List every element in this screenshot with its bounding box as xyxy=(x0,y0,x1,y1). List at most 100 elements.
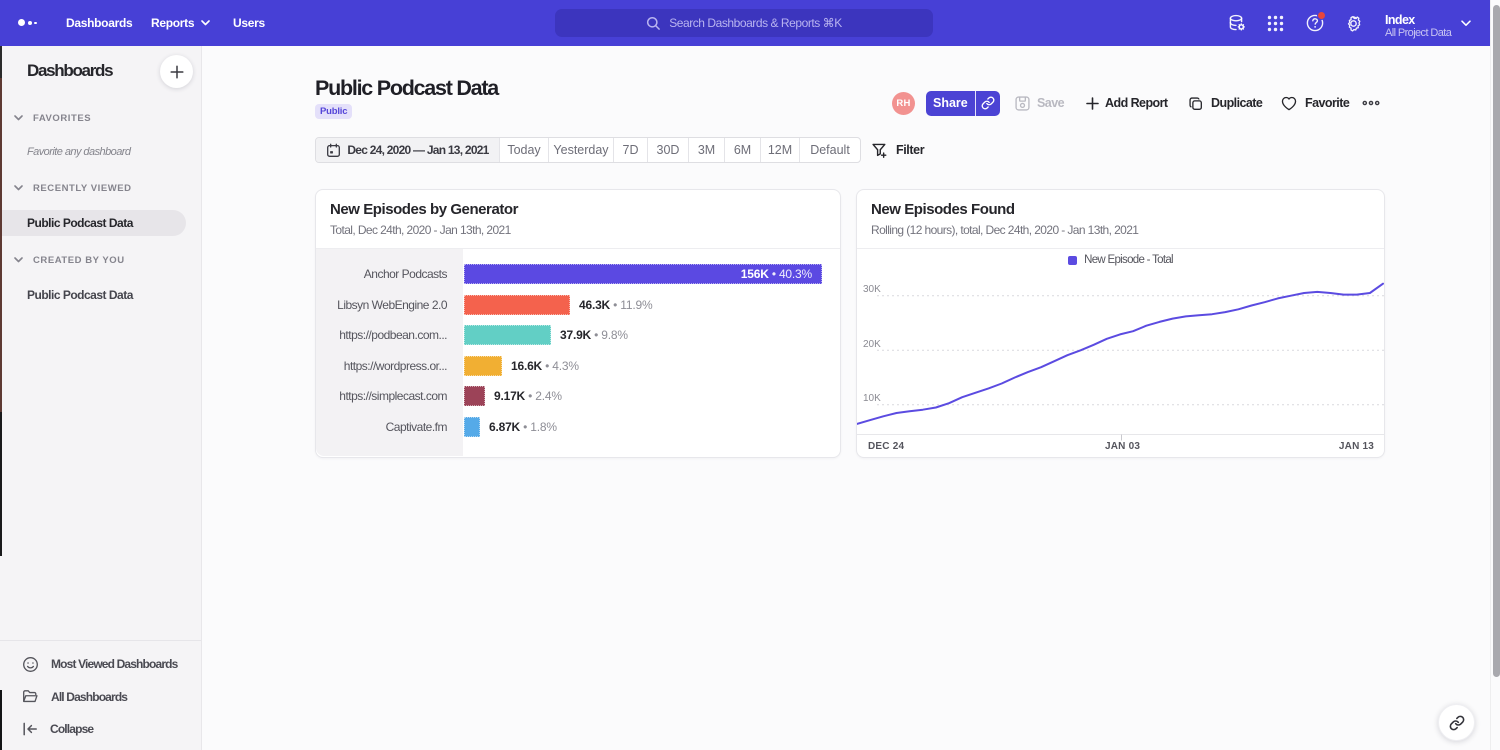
bar-category-label: Captivate.fm xyxy=(385,419,448,434)
card-title: New Episodes Found xyxy=(871,201,1015,218)
chevron-down-icon xyxy=(14,115,23,121)
x-axis-labels: DEC 24 JAN 03 JAN 13 xyxy=(857,435,1384,456)
date-preset-6m[interactable]: 6M xyxy=(725,138,761,162)
legend-swatch xyxy=(1068,255,1078,265)
help-icon[interactable] xyxy=(1295,0,1334,46)
nav-link-users[interactable]: Users xyxy=(233,16,265,30)
plus-icon xyxy=(1086,96,1099,110)
sidebar-section-favorites[interactable]: FAVORITES xyxy=(0,111,202,125)
bar-value-label: 37.9K • 9.8% xyxy=(560,328,628,343)
bar-value-label: 9.17K • 2.4% xyxy=(494,389,562,404)
y-axis-label: 30K xyxy=(863,284,881,296)
nav-link-reports[interactable]: Reports xyxy=(151,0,211,46)
bar-category-label: https://podbean.com... xyxy=(339,328,447,343)
sidebar-footer-all-dashboards[interactable]: All Dashboards xyxy=(0,681,201,714)
save-button[interactable]: Save xyxy=(1014,90,1065,116)
more-options-button[interactable] xyxy=(1362,90,1380,116)
visibility-badge: Public xyxy=(315,104,353,119)
floating-copy-link-button[interactable] xyxy=(1438,704,1475,741)
bar-value-label: 46.3K • 11.9% xyxy=(579,297,653,312)
date-preset-30d[interactable]: 30D xyxy=(648,138,689,162)
folder-icon xyxy=(22,688,39,705)
x-axis-label: JAN 03 xyxy=(1105,440,1141,452)
heart-icon xyxy=(1281,96,1297,111)
bar-row-4: https://wordpress.or... 16.6K • 4.3% xyxy=(316,351,840,382)
date-preset-3m[interactable]: 3M xyxy=(689,138,725,162)
bar-row-3: https://podbean.com... 37.9K • 9.8% xyxy=(316,320,840,351)
bar-row-1: Anchor Podcasts 156K • 40.3% xyxy=(316,259,840,290)
settings-gear-icon[interactable] xyxy=(1334,0,1373,46)
date-range-group: Dec 24, 2020 — Jan 13, 2021 Today Yesterd… xyxy=(315,137,861,163)
bar[interactable]: 156K • 40.3% xyxy=(464,264,822,285)
date-preset-yesterday[interactable]: Yesterday xyxy=(549,138,614,162)
footer-label: Collapse xyxy=(50,722,94,737)
filter-wrap: Filter xyxy=(871,137,925,163)
bar[interactable] xyxy=(464,416,480,437)
card-header: New Episodes by Generator Total, Dec 24t… xyxy=(316,190,840,249)
copy-link-button[interactable] xyxy=(974,90,1000,116)
chevron-down-icon xyxy=(14,257,23,263)
bar-value-label: 6.87K • 1.8% xyxy=(489,419,557,434)
avatar[interactable]: RH xyxy=(892,92,915,115)
date-preset-default[interactable]: Default xyxy=(810,143,850,157)
line-chart: New Episode - Total 10K 20K 30K DEC 24 JAN 0… xyxy=(857,249,1384,456)
filter-funnel-icon xyxy=(872,143,887,158)
search-icon xyxy=(647,16,661,30)
share-split-button: Share xyxy=(926,90,1000,116)
bar-value-label: 16.6K • 4.3% xyxy=(511,358,579,373)
date-preset-today[interactable]: Today xyxy=(500,138,549,162)
share-button[interactable]: Share xyxy=(926,90,975,116)
bar[interactable] xyxy=(464,355,502,376)
section-label: RECENTLY VIEWED xyxy=(33,182,132,194)
sidebar-section-created-by-you[interactable]: CREATED BY YOU xyxy=(0,253,202,267)
screen-edge-artifact xyxy=(0,0,2,750)
legend-label: New Episode - Total xyxy=(1084,254,1173,266)
card-title: New Episodes by Generator xyxy=(330,201,518,218)
copy-icon xyxy=(1188,96,1203,111)
date-preset-12m[interactable]: 12M xyxy=(761,138,800,162)
apps-grid-icon[interactable] xyxy=(1256,0,1295,46)
bar[interactable] xyxy=(464,294,570,315)
data-sources-icon[interactable] xyxy=(1217,0,1256,46)
filter-button[interactable]: Filter xyxy=(871,137,925,163)
amplitude-logo-icon[interactable] xyxy=(18,17,40,29)
sidebar-empty-hint: Favorite any dashboard xyxy=(27,146,131,158)
search-input[interactable]: Search Dashboards & Reports ⌘K xyxy=(555,9,933,37)
card-new-episodes-found: New Episodes Found Rolling (12 hours), t… xyxy=(856,189,1385,458)
bar[interactable] xyxy=(464,325,551,346)
bar-chart-label-column xyxy=(316,249,463,456)
project-scope: All Project Data xyxy=(1385,27,1452,39)
favorite-button[interactable]: Favorite xyxy=(1281,90,1350,116)
date-range-picker[interactable]: Dec 24, 2020 — Jan 13, 2021 xyxy=(316,138,500,162)
scrollbar-thumb[interactable] xyxy=(1492,5,1500,677)
duplicate-button[interactable]: Duplicate xyxy=(1188,90,1263,116)
sidebar-item-public-podcast-data[interactable]: Public Podcast Data xyxy=(27,288,133,302)
line-chart-canvas[interactable] xyxy=(857,249,1384,456)
bar-row-5: https://simplecast.com 9.17K • 2.4% xyxy=(316,381,840,412)
date-preset-7d[interactable]: 7D xyxy=(614,138,648,162)
plus-icon xyxy=(169,64,184,79)
bar-row-2: Libsyn WebEngine 2.0 46.3K • 11.9% xyxy=(316,290,840,321)
sidebar-title: Dashboards xyxy=(27,61,114,80)
chevron-down-icon xyxy=(14,185,23,191)
y-axis-label: 10K xyxy=(863,393,881,405)
bar[interactable] xyxy=(464,386,485,407)
sidebar-footer-most-viewed-dashboards[interactable]: Most Viewed Dashboards xyxy=(0,648,201,681)
new-dashboard-button[interactable] xyxy=(160,55,193,88)
add-report-button[interactable]: Add Report xyxy=(1086,90,1168,116)
page-scrollbar[interactable] xyxy=(1490,0,1500,750)
card-new-episodes-by-generator: New Episodes by Generator Total, Dec 24t… xyxy=(315,189,841,458)
bar-category-label: Anchor Podcasts xyxy=(363,267,448,282)
sidebar-item-public-podcast-data[interactable]: Public Podcast Data xyxy=(0,210,186,236)
sidebar: Dashboards FAVORITES Favorite any dashboa… xyxy=(0,46,202,750)
bar-category-label: https://wordpress.or... xyxy=(343,358,448,373)
nav-link-dashboards[interactable]: Dashboards xyxy=(66,16,133,30)
x-axis-label: JAN 13 xyxy=(1338,440,1374,452)
bar-category-label: Libsyn WebEngine 2.0 xyxy=(337,297,447,312)
y-axis-label: 20K xyxy=(863,338,881,350)
sidebar-section-recently-viewed[interactable]: RECENTLY VIEWED xyxy=(0,181,202,195)
link-icon xyxy=(1449,715,1464,730)
card-subtitle: Total, Dec 24th, 2020 - Jan 13th, 2021 xyxy=(330,223,511,237)
sidebar-footer-collapse[interactable]: Collapse xyxy=(0,713,201,746)
